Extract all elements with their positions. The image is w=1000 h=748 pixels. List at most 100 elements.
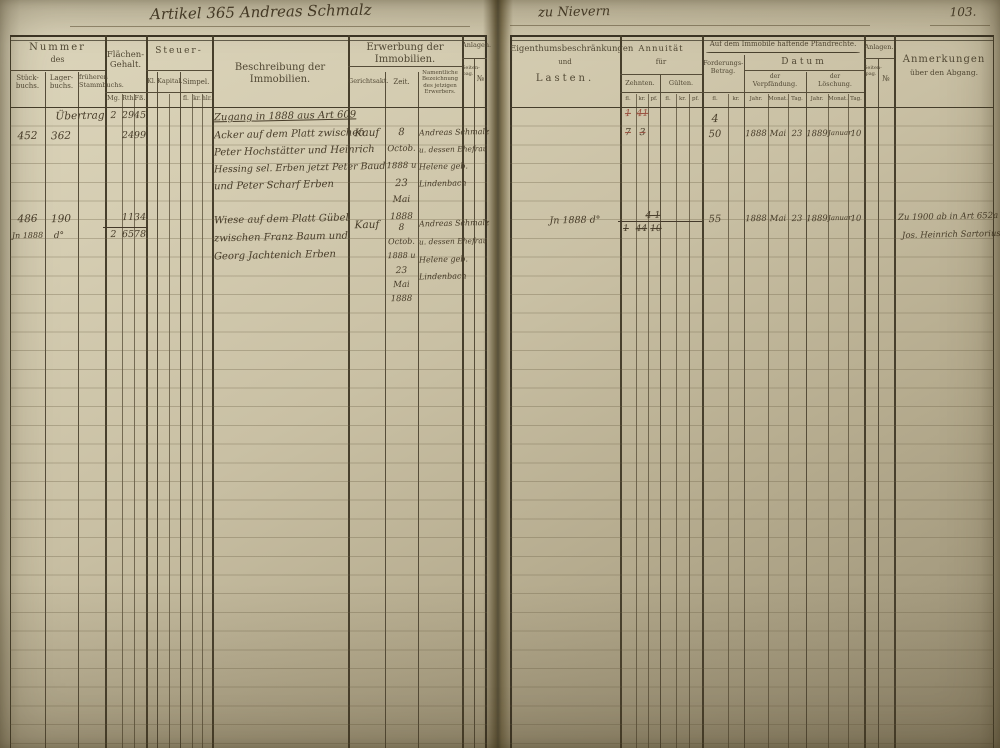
title-rule-line [70, 26, 470, 27]
col-header-und: und [558, 58, 572, 66]
col-header-lagerbuchs: Lager-buchs. [49, 74, 74, 91]
article-title: Artikel 365 Andreas Schmalz [149, 0, 372, 24]
col-header-steuer: Steuer- [155, 46, 203, 56]
entry-row2-loesch-monat: Januar [827, 213, 852, 223]
col-header-datum: Datum [781, 57, 827, 67]
col-header-zehnten: Zehnten. [625, 79, 655, 87]
entry-row2-zeit: 8 [398, 222, 405, 234]
col-header-anlagen: Anlagen. [462, 41, 492, 49]
entry-row2-loesch-jahr: 1889 [806, 213, 828, 225]
entry-row1-f: 99 [133, 129, 147, 142]
entry-row2-sum-fl: 1 [623, 223, 629, 235]
col-header-fuer: für [655, 58, 667, 66]
page-number: 103. [949, 4, 977, 20]
header-bottom-line [10, 107, 487, 108]
col-header-verpfaendung: Verpfändung. [752, 80, 798, 88]
col-header-guelten: Gülten. [668, 79, 694, 87]
entry-row1-lagerbuch: 362 [50, 129, 72, 143]
sum-line [618, 221, 702, 222]
entry-row1-rth: 24 [121, 129, 135, 142]
unit-guelten-fl: fl. [665, 96, 671, 102]
col-header-stueckbuchs: Stück-buchs. [15, 74, 40, 91]
header-divider-line [348, 66, 462, 67]
entry-row1-loesch-jahr: 1889 [806, 128, 828, 140]
col-header-anmerkungen: Anmerkungen [902, 54, 986, 65]
header-divider-line [744, 70, 864, 71]
unit-betrag-kr: kr. [732, 96, 740, 102]
header-divider-line [864, 58, 894, 59]
col-header-frueheren-stammbuchs: früheren Stammbuchs. [79, 73, 124, 89]
col-header-gerichtsakt: Gerichtsakt. [348, 77, 389, 85]
header-divider-line [146, 70, 212, 71]
entry-row1-annuitaet-fl: 1 [624, 107, 632, 120]
col-header-eigenthumsbeschraenkungen: Eigenthumsbeschränkungen [510, 44, 634, 54]
unit-zehnten-kr: kr. [638, 96, 646, 102]
entry-row1-annuitaet2-fl: 7 [624, 126, 632, 139]
entry-row1-betrag-fl: 4 [711, 111, 719, 126]
header-bottom-line [510, 107, 994, 108]
header-divider-line [620, 92, 864, 93]
entry-row1-zeit: 8 [398, 126, 405, 139]
unit-loesch-jahr: Jahr. [810, 96, 824, 102]
entry-row1-stueckbuch: 452 [17, 129, 38, 143]
entry-row2-zeit: 23 [395, 265, 408, 277]
entry-uebertrag-rth: 29 [121, 109, 135, 122]
col-header-ueber-den-abgang: über den Abgang. [910, 68, 978, 77]
entry-row2-sum-pf: 10 [650, 223, 662, 235]
entry-row2-verpf-tag: 23 [791, 213, 803, 225]
entry-row2-zeit: 1888 [390, 293, 413, 305]
entry-row1-verpf-monat: Mai [769, 128, 787, 140]
entry-row1-annuitaet2-kr: 3 [639, 126, 646, 139]
entry-row2-sum-kr: 44 [635, 223, 648, 235]
entry-row1-erwerber: Andreas Schmalz [418, 126, 490, 138]
header-divider-line [620, 74, 702, 75]
col-header-pfandrechte: Auf dem Immobile haftende Pfandrechte. [709, 40, 857, 48]
entry-row2-erwerber: u. dessen Ehefrau [418, 236, 488, 247]
unit-verpf-jahr: Jahr. [749, 96, 763, 102]
entry-row2-erwerber: Helene geb. [418, 254, 469, 265]
unit-betrag-fl: fl. [712, 96, 718, 102]
col-header-loeschung: Löschung. [818, 80, 852, 88]
entry-row1-zeit: 1888 u [386, 160, 417, 172]
unit-guelten-pf: pf. [691, 96, 700, 102]
entry-row1-erwerber: Lindenbach [418, 178, 467, 189]
col-header-beschreibung: Beschreibung der Immobilien. [234, 62, 326, 85]
entry-row2-zeit: Mai [393, 279, 410, 291]
col-header-nummer: Nummer [29, 42, 86, 53]
entry-uebertrag-mg: 2 [110, 109, 117, 122]
col-header-kl: Kl. [147, 78, 156, 85]
entry-row1-erwerber: u. dessen Ehefrau [418, 144, 488, 155]
entry-sum-f: 78 [133, 228, 147, 241]
col-header-annuitaet: Annuität [638, 44, 684, 54]
entry-row2-stueckbuch-jahr: Jn 1888 [11, 230, 44, 241]
col-header-nummer-des: des [50, 55, 65, 64]
header-divider-line [105, 92, 212, 93]
entry-row2-gerichtsakt: Kauf [354, 218, 380, 232]
col-header-der-loeschung: der [829, 73, 841, 80]
unit-loesch-tag: Tag. [850, 96, 862, 102]
unit-simpel-hlr: hlr. [202, 95, 212, 102]
unit-fss: Fß. [134, 94, 146, 102]
col-header-zeit: Zeit. [393, 78, 410, 86]
unit-simpel-fl: fl. [183, 95, 189, 102]
col-header-erwerbung: Erwerbung der Immobilien. [366, 42, 444, 65]
sum-line [103, 227, 148, 228]
col-header-seitenpag: Seiten-pag. [462, 65, 480, 77]
entry-row2-erwerber: Lindenbach [418, 271, 467, 282]
col-header-namentliche-bezeichnung: Namentliche Bezeichnung des jetzigen Erw… [422, 70, 458, 96]
unit-simpel-kr: kr. [193, 95, 201, 102]
entry-row1-zeit: 23 [395, 177, 408, 190]
entry-row1-zeit: Mai [392, 194, 411, 206]
col-header-simpel: Simpel. [182, 78, 210, 86]
entry-row2-stueckbuch: 486 [17, 212, 38, 226]
col-header-anlagen: Anlagen. [864, 43, 894, 51]
entry-row2-zeit: 1888 u [387, 250, 416, 261]
unit-guelten-kr: kr. [678, 96, 687, 102]
entry-row1-zeit: 1888 [389, 211, 414, 223]
col-header-seitenpag: Seiten-pag. [864, 65, 882, 77]
right-table-frame [510, 35, 994, 748]
entry-row2-rth: 11 [121, 211, 135, 224]
unit-zehnten-pf: pf. [650, 96, 658, 102]
col-header-kapital: Kapital. [157, 77, 183, 85]
entry-row2-lagerbuch: 190 [50, 212, 72, 226]
